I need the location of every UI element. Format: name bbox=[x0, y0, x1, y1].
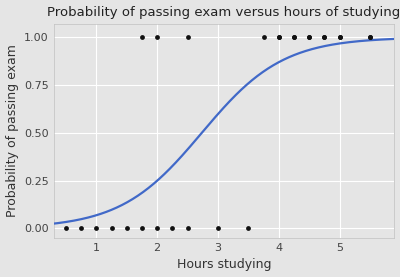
Point bbox=[93, 226, 100, 231]
Title: Probability of passing exam versus hours of studying: Probability of passing exam versus hours… bbox=[48, 6, 400, 19]
Point bbox=[184, 226, 191, 231]
Point bbox=[260, 35, 267, 40]
Point bbox=[367, 35, 373, 40]
X-axis label: Hours studying: Hours studying bbox=[177, 258, 271, 271]
Point bbox=[124, 226, 130, 231]
Point bbox=[245, 226, 252, 231]
Point bbox=[336, 35, 343, 40]
Point bbox=[108, 226, 115, 231]
Point bbox=[367, 35, 373, 40]
Point bbox=[215, 226, 221, 231]
Point bbox=[169, 226, 176, 231]
Point bbox=[63, 226, 69, 231]
Point bbox=[184, 35, 191, 40]
Point bbox=[291, 35, 297, 40]
Point bbox=[154, 226, 160, 231]
Point bbox=[276, 35, 282, 40]
Point bbox=[139, 226, 145, 231]
Point bbox=[336, 35, 343, 40]
Y-axis label: Probability of passing exam: Probability of passing exam bbox=[6, 45, 18, 217]
Point bbox=[306, 35, 312, 40]
Point bbox=[321, 35, 328, 40]
Point bbox=[321, 35, 328, 40]
Point bbox=[139, 35, 145, 40]
Point bbox=[291, 35, 297, 40]
Point bbox=[78, 226, 84, 231]
Point bbox=[306, 35, 312, 40]
Point bbox=[276, 35, 282, 40]
Point bbox=[154, 35, 160, 40]
